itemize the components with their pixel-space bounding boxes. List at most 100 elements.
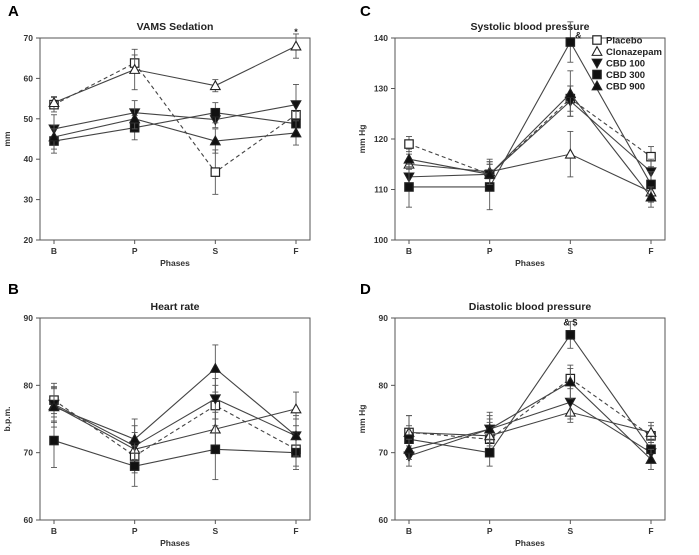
x-tick-label: B [51,526,57,536]
y-tick-label: 40 [24,154,34,164]
data-point [404,182,414,192]
y-tick-label: 30 [24,195,34,205]
series-clonazepam [403,130,657,203]
series-placebo [404,368,656,457]
data-point [49,435,59,446]
series-clonazepam [48,388,302,467]
data-point [645,191,657,202]
series-cbd-300 [404,21,656,211]
plot-frame [394,317,666,521]
series-cbd-100 [403,85,657,190]
panel-a: A VAMS Sedation 20 30 40 50 60 70 mm B P S F Phases * [2,3,311,268]
y-axis: 60 70 80 90 mm Hg [357,313,395,525]
x-axis-label: Phases [515,258,545,268]
data-point [564,376,577,387]
series-line [53,104,297,130]
chart-title: VAMS Sedation [137,21,214,33]
y-tick-label: 130 [374,84,388,94]
data-point [290,100,302,111]
series-line [53,398,297,447]
data-point [210,167,221,177]
legend-entry: CBD 900 [606,82,645,93]
series-cbd-300 [404,320,656,467]
legend-marker [592,35,602,45]
series-placebo [49,54,301,195]
series-line [53,367,297,440]
x-axis-label: Phases [160,538,190,548]
x-tick-label: P [487,246,493,256]
x-tick-label: S [567,246,573,256]
data-point [484,447,495,458]
data-point [48,131,60,142]
data-point [645,426,657,437]
series-line [408,381,652,460]
series-cbd-300 [49,413,301,487]
series-line [408,377,652,440]
y-tick-label: 100 [374,235,388,245]
data-point [210,444,221,455]
series-line [408,411,652,437]
series-line [53,118,297,142]
data-point [209,135,222,146]
series-clonazepam [48,33,302,110]
x-tick-label: P [132,246,138,256]
chart-title: Systolic blood pressure [470,21,589,33]
chart-title: Heart rate [150,301,199,313]
series-placebo [49,382,301,474]
y-tick-label: 110 [374,185,388,195]
data-point [48,96,60,108]
panel-b: B Heart rate 60 70 80 90 b.p.m. B P S F Phases [2,281,311,548]
data-point [209,394,222,405]
x-tick-label: F [648,246,653,256]
data-point [128,63,141,74]
data-point [483,168,496,179]
series-line [53,112,297,142]
x-tick-label: F [293,246,298,256]
significance-annotation: & [575,31,582,41]
y-tick-label: 20 [24,235,34,245]
data-point [128,112,141,124]
y-axis-label: mm Hg [357,125,367,154]
x-axis: B P S F Phases [406,520,654,548]
panel-c: C Systolic blood pressure 100 110 120 130 140 m… [357,3,666,268]
y-tick-label: 70 [24,33,34,43]
y-axis: 20 30 40 50 60 70 mm [2,33,40,245]
y-axis: 60 70 80 90 b.p.m. [2,313,40,525]
series-line [408,100,652,178]
y-axis-label: b.p.m. [2,406,12,431]
x-tick-label: S [212,526,218,536]
legend-entry: Clonazepam [606,47,662,58]
significance-annotation: * [294,27,298,37]
data-point [128,433,141,444]
data-point [404,139,414,149]
data-point [403,153,415,164]
y-axis-label: mm [2,131,12,147]
series-cbd-900 [403,70,657,208]
series-cbd-300 [49,102,301,154]
y-tick-label: 90 [379,313,389,323]
data-point [565,330,576,340]
series-line [409,40,652,188]
series-line [53,45,297,104]
y-tick-label: 80 [24,380,34,390]
data-point [483,423,496,434]
chart-title: Diastolic blood pressure [469,301,592,313]
data-point [290,429,302,441]
series-line [53,62,297,173]
series-placebo [404,85,656,188]
y-tick-label: 90 [24,313,34,323]
series-line [408,333,652,454]
x-axis-label: Phases [160,258,190,268]
x-tick-label: B [406,526,412,536]
x-tick-label: S [567,526,573,536]
series-line [53,405,297,450]
data-point [209,362,222,373]
data-point [209,79,222,91]
significance-annotation: & $ [563,317,577,327]
panel-letter: D [360,281,371,298]
data-point [564,148,577,159]
y-axis: 100 110 120 130 140 mm Hg [357,33,395,245]
